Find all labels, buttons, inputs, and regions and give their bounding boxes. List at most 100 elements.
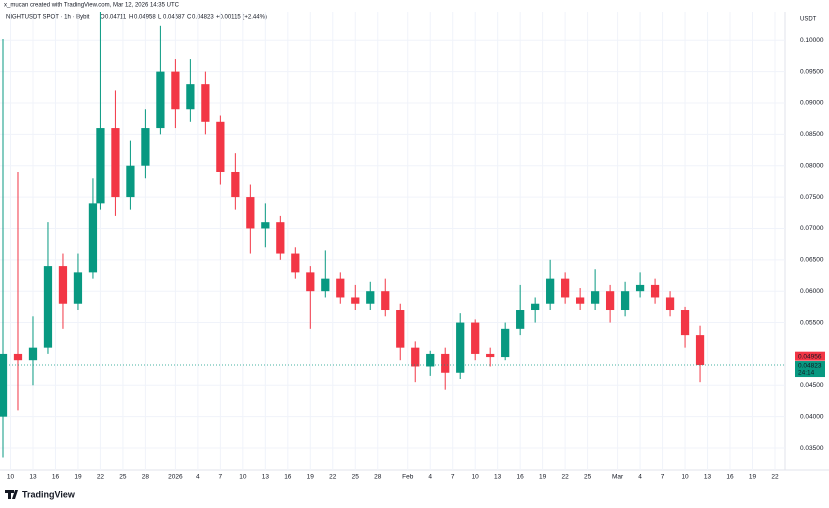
candle-body [336,278,345,298]
y-tick-label: 0.08500 [800,131,824,138]
x-tick-label: 10 [239,474,247,481]
candle-body [321,278,330,292]
marker-price-box [795,351,825,361]
x-tick-label: 4 [638,474,642,481]
y-tick-label: 0.06000 [800,288,824,295]
x-tick-label: 7 [219,474,223,481]
ohlc-value: 0.04687 [163,15,185,21]
candle-body [411,347,420,367]
candle-body [665,297,675,311]
ohlc-value: 0.04823 [192,15,214,21]
x-tick-label: 19 [749,474,757,481]
ohlc-label: H [129,15,133,21]
x-tick-label: 4 [196,474,200,481]
y-tick-label: 0.09500 [800,68,824,75]
x-tick-label: 13 [262,474,270,481]
countdown: 24:14 [798,369,815,376]
candle-body [516,310,525,329]
candle-body [366,291,375,304]
candle-body [111,128,120,198]
currency: USDT [800,17,817,23]
x-tick-label: 22 [562,474,570,481]
x-tick-label: 28 [142,474,150,481]
candle-body [231,171,240,198]
candle-body [126,165,135,198]
x-tick-label: 22 [329,474,337,481]
candle-body [620,291,630,311]
candle-body [605,291,615,311]
candle-body [73,272,83,304]
candle-body [156,71,165,129]
x-tick-label: 25 [584,474,592,481]
candle-body [141,128,150,166]
y-tick-label: 0.04500 [800,382,824,389]
x-tick-label: 16 [284,474,292,481]
x-tick-label: 13 [494,474,502,481]
candle-body [441,353,450,373]
y-tick-label: 0.07500 [800,194,824,201]
x-tick-label: 28 [374,474,382,481]
credit: x_mucan created with TradingView.com, Ma… [4,3,180,9]
ohlc-value: 0.04711 [105,15,127,21]
candle-body [680,310,690,336]
x-tick-label: 25 [119,474,127,481]
x-tick-label: 10 [7,474,15,481]
candle-body [351,297,360,304]
x-tick-label: 16 [52,474,60,481]
candle-body [590,291,600,304]
candle-body [576,297,585,304]
ohlc-change: +0.00115 (+2.44%) [216,15,267,21]
x-tick-label: 22 [97,474,105,481]
y-tick-label: 0.03500 [800,445,824,452]
x-tick-label: 16 [517,474,525,481]
last-price-box [795,361,825,378]
x-tick-label: 2026 [168,474,183,481]
candle-body [426,353,435,367]
y-tick-label: 0.10000 [800,37,824,44]
candle-body [501,328,510,358]
brand: TradingView [22,489,76,499]
y-tick-label: 0.05500 [800,319,824,326]
x-tick-label: 16 [726,474,734,481]
candle-body [635,284,645,292]
brand-logo [5,490,18,499]
x-tick-label: 10 [681,474,689,481]
x-tick-label: 13 [704,474,712,481]
candle-body [650,284,660,298]
candle-body [695,335,705,366]
candle-body [546,278,555,304]
candle-body [216,121,225,172]
candle-body [13,353,23,361]
x-tick-label: Mar [612,474,624,481]
x-tick-label: 25 [352,474,360,481]
y-tick-label: 0.08000 [800,162,824,169]
candle-body [471,322,480,354]
x-tick-label: 4 [428,474,432,481]
candle-body [246,197,255,229]
candle-body [58,266,68,304]
candle-body [486,353,495,358]
y-tick-label: 0.07000 [800,225,824,232]
ohlc-label: C [187,15,192,21]
x-tick-label: 13 [29,474,37,481]
candle-body [201,84,210,122]
candle-body [171,71,180,110]
candle-body [456,322,465,373]
y-tick-label: 0.06500 [800,257,824,264]
candle-body [43,266,53,348]
candle-body [396,310,405,348]
marker-price-label: 0.04956 [798,353,822,360]
candle-body [276,222,285,254]
candle-body [96,128,105,204]
candle-body [88,203,98,273]
candle-body [261,222,270,229]
chart-title: NIGHTUSDT SPOT · 1h · Bybit [6,15,90,21]
candle-body [381,291,390,311]
ohlc-label: L [158,15,162,21]
candle-body [0,353,8,417]
ohlc-label: O [100,15,105,21]
x-tick-label: 19 [74,474,82,481]
candle-body [531,303,540,311]
